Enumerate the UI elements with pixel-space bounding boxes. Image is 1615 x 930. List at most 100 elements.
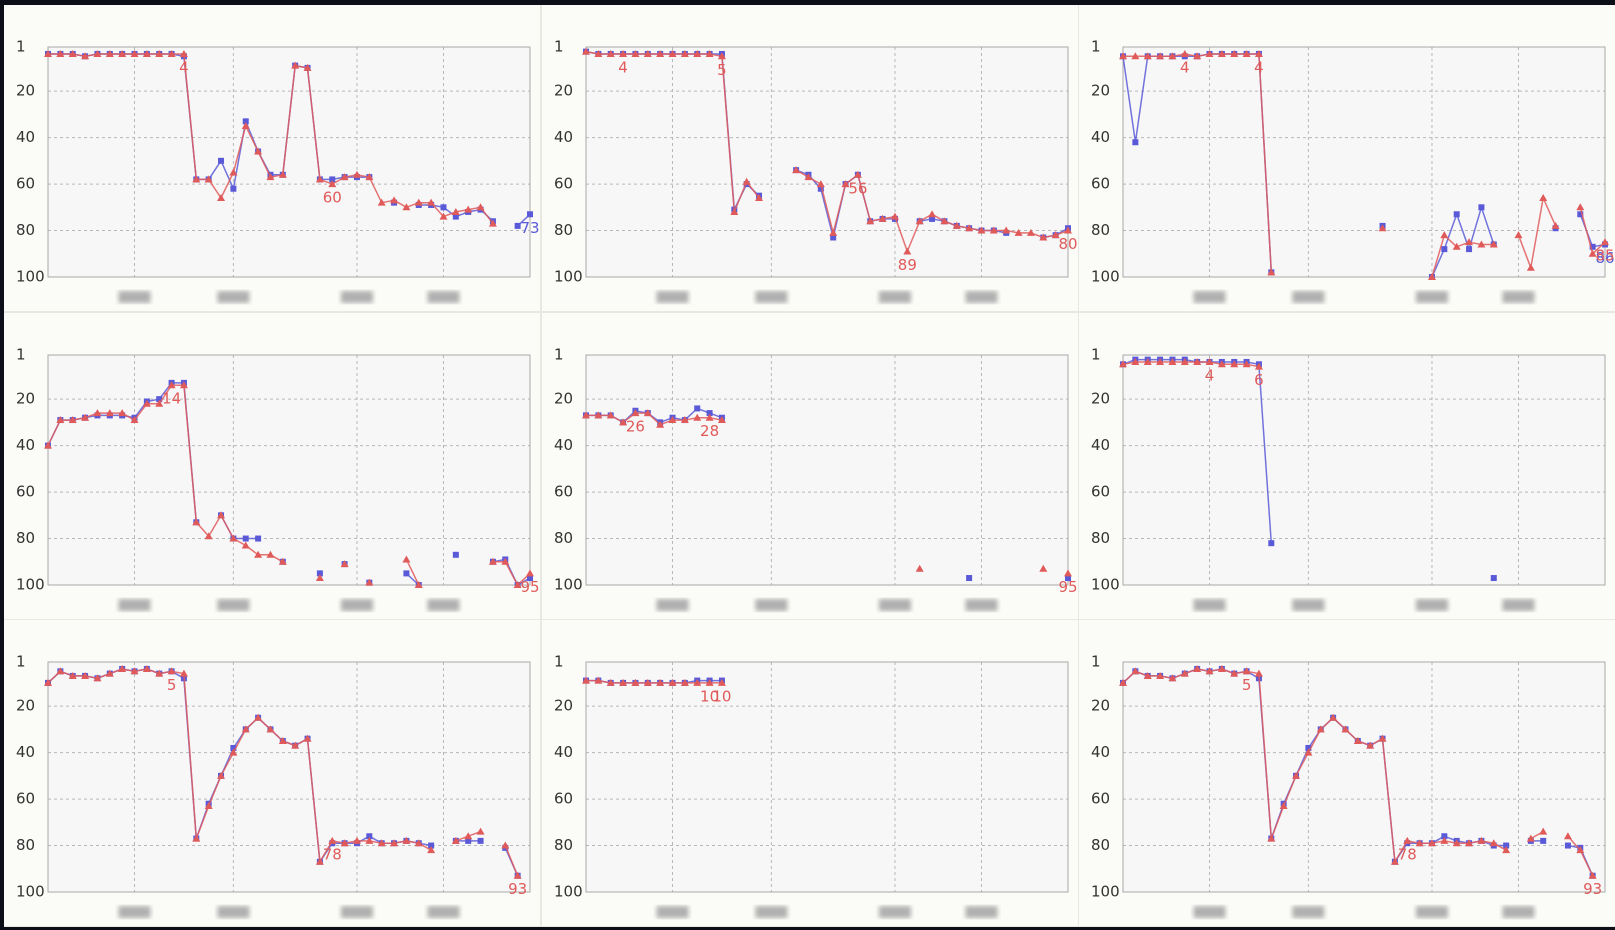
point-marker — [965, 574, 972, 581]
y-tick-label: 1 — [16, 653, 26, 671]
point-marker — [365, 836, 374, 844]
point-marker — [1156, 357, 1165, 365]
point-marker — [229, 748, 238, 756]
point-marker — [618, 49, 627, 57]
y-tick-label: 100 — [16, 268, 45, 286]
point-marker — [526, 568, 534, 576]
point-marker — [403, 569, 410, 576]
plot-border — [47, 46, 531, 278]
y-tick-label: 40 — [1091, 436, 1110, 454]
point-marker — [1242, 359, 1251, 367]
plot-area — [48, 47, 530, 277]
point-marker — [527, 211, 533, 218]
plot-border — [585, 46, 1068, 278]
x-tick-label-blurred — [878, 906, 911, 918]
chart-panel: 1 20 40 60 80 100 26 28 95 — [541, 312, 1078, 619]
data-label: 4 — [618, 58, 628, 76]
point-marker — [303, 734, 312, 742]
point-marker — [402, 203, 411, 211]
point-marker — [414, 839, 423, 847]
point-marker — [56, 415, 65, 423]
point-marker — [340, 839, 349, 847]
plot-area — [48, 354, 530, 585]
point-marker — [1465, 839, 1474, 847]
point-marker — [706, 409, 713, 416]
y-tick-label: 60 — [554, 175, 573, 193]
point-marker — [754, 194, 763, 202]
point-marker — [630, 678, 639, 686]
point-marker — [1156, 52, 1165, 60]
point-marker — [402, 836, 411, 844]
point-marker — [390, 839, 399, 847]
point-marker — [1193, 357, 1202, 365]
y-tick-label: 40 — [554, 743, 573, 761]
point-marker — [93, 674, 102, 682]
point-marker — [618, 678, 627, 686]
point-marker — [452, 551, 459, 558]
point-marker — [81, 671, 90, 679]
chart: 1 20 40 60 80 100 73 4 60 — [16, 38, 540, 303]
point-marker — [241, 121, 250, 129]
point-marker — [1254, 362, 1263, 370]
point-marker — [1132, 139, 1139, 146]
y-tick-label: 60 — [554, 790, 573, 808]
point-marker — [44, 49, 52, 57]
chart: 1 20 40 60 80 100 26 28 95 — [554, 345, 1077, 611]
point-marker — [668, 49, 677, 57]
point-marker — [1143, 357, 1152, 365]
point-marker — [1353, 736, 1362, 744]
x-tick-label-blurred — [1415, 906, 1448, 918]
y-tick-label: 100 — [1091, 575, 1120, 593]
plot-border — [47, 661, 531, 893]
point-marker — [365, 578, 374, 586]
point-marker — [742, 177, 751, 185]
point-marker — [692, 413, 701, 421]
point-marker — [1440, 836, 1449, 844]
point-marker — [915, 217, 924, 225]
point-marker — [329, 176, 336, 183]
x-tick-label-blurred — [427, 906, 460, 918]
point-marker — [668, 678, 677, 686]
point-marker — [278, 557, 287, 565]
point-marker — [303, 63, 312, 71]
point-marker — [340, 559, 349, 567]
point-marker — [81, 52, 90, 60]
point-marker — [352, 170, 361, 178]
x-tick-label-blurred — [1292, 906, 1325, 918]
point-marker — [1563, 832, 1572, 840]
point-marker — [204, 802, 213, 810]
plot-area — [1123, 354, 1605, 585]
point-marker — [501, 841, 510, 849]
data-label: 10 — [700, 687, 719, 705]
plot-border — [585, 661, 1068, 893]
point-marker — [1453, 211, 1460, 218]
point-marker — [791, 166, 800, 174]
point-marker — [266, 725, 275, 733]
y-tick-label: 1 — [16, 38, 26, 56]
x-tick-label-blurred — [1502, 291, 1535, 303]
point-marker — [1503, 842, 1510, 849]
point-marker — [464, 205, 473, 213]
data-label: 5 — [717, 61, 727, 79]
point-marker — [1254, 669, 1263, 677]
y-tick-label: 40 — [16, 743, 35, 761]
plot-area — [585, 354, 1068, 585]
point-marker — [1477, 240, 1486, 248]
point-marker — [1131, 667, 1140, 675]
y-tick-label: 20 — [16, 697, 35, 715]
point-marker — [513, 871, 522, 879]
y-tick-label: 60 — [16, 482, 35, 500]
point-marker — [1205, 667, 1214, 675]
point-marker — [803, 173, 812, 181]
chart: 1 20 40 60 80 100 4 6 — [1091, 345, 1606, 611]
y-tick-label: 20 — [554, 389, 573, 407]
point-marker — [155, 669, 164, 677]
point-marker — [192, 517, 201, 525]
point-marker — [130, 49, 139, 57]
point-marker — [1014, 228, 1023, 236]
point-marker — [68, 671, 77, 679]
y-tick-label: 100 — [1091, 268, 1120, 286]
point-marker — [1366, 741, 1375, 749]
point-marker — [841, 180, 850, 188]
point-marker — [927, 210, 936, 218]
